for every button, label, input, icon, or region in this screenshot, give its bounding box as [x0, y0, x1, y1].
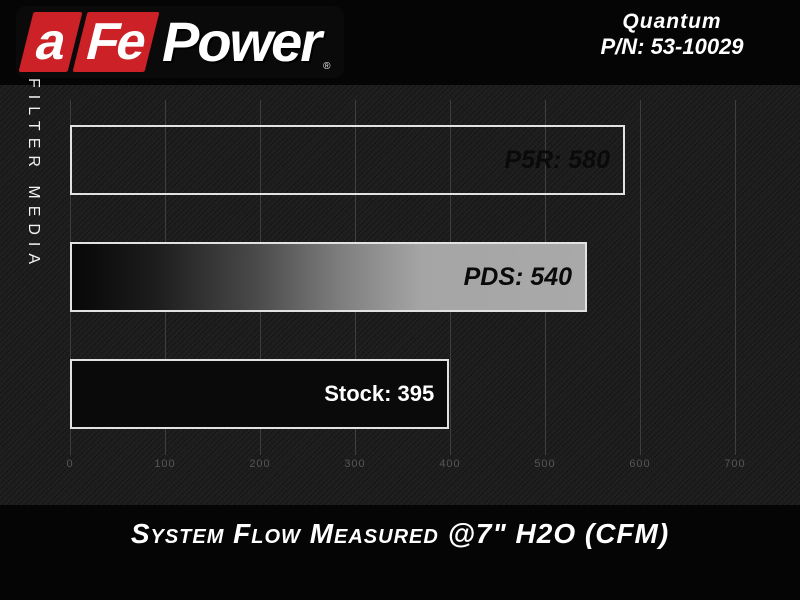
product-name: Quantum — [622, 10, 722, 33]
bar-pds: PDS: 540 — [70, 242, 587, 312]
logo-letters-fe: Fe — [80, 13, 152, 71]
gridline — [640, 100, 641, 455]
logo-red-blocks: a Fe — [18, 12, 160, 72]
x-tick-label: 500 — [534, 458, 556, 470]
x-tick-label: 300 — [344, 458, 366, 470]
logo-block-fe: Fe — [72, 12, 160, 72]
bar-stock: Stock: 395 — [70, 359, 450, 429]
x-tick-label: 600 — [629, 458, 651, 470]
bar-value-label: Stock: 395 — [324, 381, 435, 406]
afe-power-logo: a Fe Power ® — [16, 6, 345, 78]
chart-title: System Flow Measured @7" H2O (CFM) — [130, 518, 670, 549]
chart-plot-area: P5R: 580 PDS: 540 Stock: 395 0 100 200 300 400… — [0, 85, 800, 505]
bar-value-label: PDS: 540 — [463, 262, 572, 291]
logo-letter-a: a — [29, 13, 72, 71]
bar-value-label: P5R: 580 — [504, 145, 610, 174]
y-axis-label: FILTER MEDIA — [25, 78, 42, 272]
x-tick-label: 100 — [154, 458, 176, 470]
x-tick-label: 400 — [439, 458, 461, 470]
bar-p5r: P5R: 580 — [70, 125, 625, 195]
part-number: P/N: 53-10029 — [600, 34, 744, 60]
logo-block-a: a — [18, 12, 83, 72]
logo-word-power: Power — [162, 10, 322, 73]
x-tick-label: 0 — [66, 458, 74, 470]
gridline — [735, 100, 736, 455]
x-tick-label: 700 — [724, 458, 746, 470]
product-info: Quantum P/N: 53-10029 — [582, 10, 762, 59]
x-tick-label: 200 — [249, 458, 271, 470]
registered-trademark-icon: ® — [323, 61, 331, 72]
